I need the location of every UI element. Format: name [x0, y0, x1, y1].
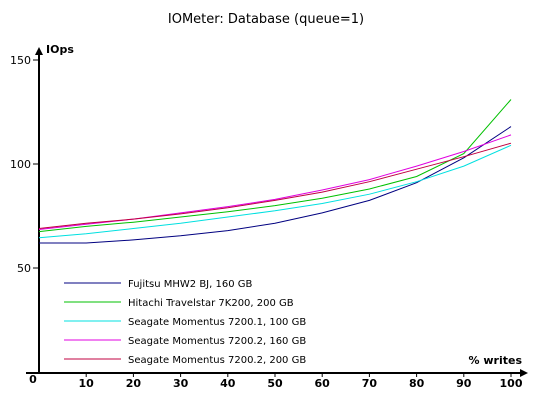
x-axis-arrow [520, 369, 528, 377]
y-axis-title: IOps [46, 43, 74, 56]
axes: 50 100 150 0 10 20 30 40 50 60 70 80 90 100 IOps % writ… [10, 43, 528, 390]
x-axis-title: % writes [469, 354, 523, 367]
series-line-5 [38, 142, 512, 229]
y-tick-label: 50 [17, 262, 31, 275]
chart-title: IOMeter: Database (queue=1) [168, 12, 364, 27]
series-line-3 [38, 144, 512, 239]
x-tick-label: 0 [29, 373, 37, 386]
y-tick-label: 100 [10, 158, 31, 171]
x-tick-label: 50 [267, 377, 283, 390]
legend-label-4: Seagate Momentus 7200.2, 160 GB [128, 336, 306, 347]
x-tick-label: 20 [126, 377, 142, 390]
legend-label-5: Seagate Momentus 7200.2, 200 GB [128, 355, 306, 366]
y-axis-arrow [35, 47, 43, 55]
x-tick-label: 10 [79, 377, 95, 390]
x-tick-label: 100 [500, 377, 523, 390]
y-tick-label: 150 [10, 54, 31, 67]
legend-label-2: Hitachi Travelstar 7K200, 200 GB [128, 298, 294, 309]
x-tick-label: 90 [456, 377, 472, 390]
x-tick-label: 70 [362, 377, 378, 390]
series-layer [38, 99, 512, 244]
legend-label-3: Seagate Momentus 7200.1, 100 GB [128, 317, 306, 328]
x-tick-label: 30 [173, 377, 189, 390]
series-line-2 [38, 99, 512, 233]
legend: Fujitsu MHW2 BJ, 160 GB Hitachi Travelsta… [64, 279, 306, 366]
legend-label-1: Fujitsu MHW2 BJ, 160 GB [128, 279, 253, 290]
series-line-4 [38, 134, 512, 230]
series-line-1 [39, 126, 512, 244]
x-tick-label: 60 [315, 377, 331, 390]
x-tick-label: 80 [409, 377, 425, 390]
x-tick-label: 40 [220, 377, 236, 390]
